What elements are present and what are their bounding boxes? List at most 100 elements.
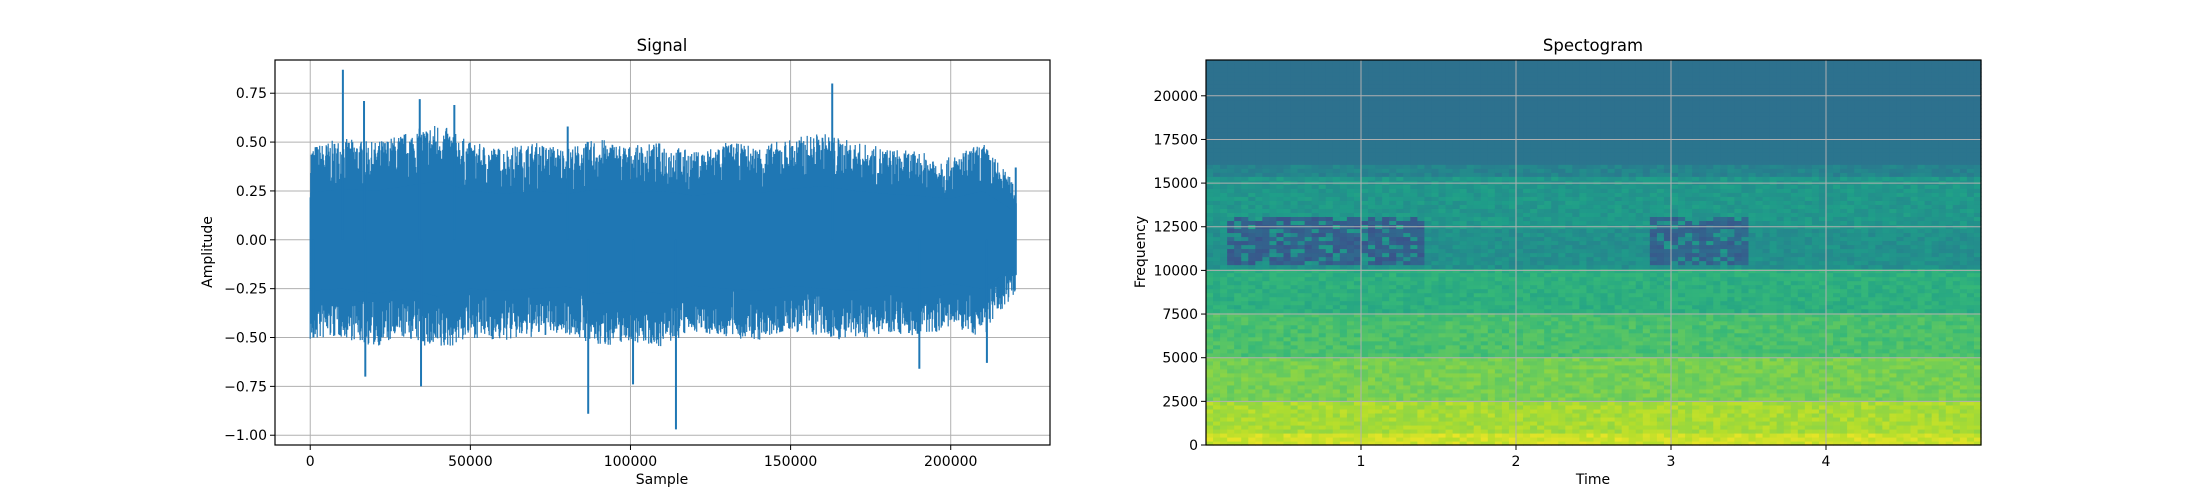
spectrogram-cell [1213, 361, 1221, 366]
spectrogram-cell [1417, 429, 1425, 434]
spectrogram-cell [1382, 108, 1390, 113]
spectrogram-cell [1326, 84, 1334, 89]
spectrogram-cell [1530, 204, 1538, 209]
spectrogram-cell [1312, 317, 1320, 322]
spectrogram-cell [1312, 76, 1320, 81]
spectrogram-cell [1213, 405, 1221, 410]
spectrogram-cell [1551, 325, 1559, 330]
spectrogram-cell [1269, 277, 1277, 282]
spectrogram-cell [1410, 148, 1418, 153]
spectrogram-cell [1220, 305, 1228, 310]
spectrogram-cell [1326, 361, 1334, 366]
spectrogram-cell [1453, 345, 1461, 350]
spectrogram-cell [1262, 156, 1270, 161]
spectrogram-cell [1298, 321, 1306, 326]
spectrogram-cell [1361, 257, 1369, 262]
spectrogram-cell [1326, 220, 1334, 225]
spectrogram-cell [1516, 72, 1524, 77]
spectrogram-cell [1276, 257, 1284, 262]
spectrogram-cell [1389, 433, 1397, 438]
spectrogram-cell [1262, 397, 1270, 402]
spectrogram-cell [1220, 301, 1228, 306]
spectrogram-cell [1298, 301, 1306, 306]
spectrogram-cell [1255, 132, 1263, 137]
spectrogram-cell [1248, 417, 1256, 422]
spectrogram-cell [1368, 140, 1376, 145]
spectrogram-cell [1227, 321, 1235, 326]
spectrogram-cell [1298, 365, 1306, 370]
spectrogram-cell [1319, 136, 1327, 141]
spectrogram-cell [1269, 168, 1277, 173]
spectrogram-cell [1544, 265, 1552, 270]
spectrogram-cell [1551, 152, 1559, 157]
spectrogram-cell [1333, 108, 1341, 113]
spectrogram-cell [1530, 421, 1538, 426]
spectrogram-cell [1481, 405, 1489, 410]
spectrogram-cell [1474, 196, 1482, 201]
spectrogram-cell [1284, 393, 1292, 398]
spectrogram-cell [1417, 349, 1425, 354]
spectrogram-cell [1389, 281, 1397, 286]
spectrogram-cell [1305, 100, 1313, 105]
spectrogram-cell [1460, 228, 1468, 233]
spectrogram-cell [1551, 116, 1559, 121]
spectrogram-cell [1262, 136, 1270, 141]
spectrogram-cell [1389, 337, 1397, 342]
spectrogram-cell [1565, 353, 1573, 358]
spectrogram-cell [1368, 349, 1376, 354]
spectrogram-cell [1481, 425, 1489, 430]
spectrogram-cell [1368, 365, 1376, 370]
spectrogram-cell [1495, 405, 1503, 410]
spectrogram-cell [1516, 297, 1524, 302]
spectrogram-cell [1248, 216, 1256, 221]
spectrogram-cell [1439, 393, 1447, 398]
spectrogram-cell [1213, 285, 1221, 290]
spectrogram-cell [1241, 188, 1249, 193]
spectrogram-cell [1544, 116, 1552, 121]
spectrogram-cell [1467, 381, 1475, 386]
spectrogram-cell [1509, 68, 1517, 73]
spectrogram-cell [1368, 100, 1376, 105]
spectrogram-cell [1389, 152, 1397, 157]
spectrogram-cell [1213, 257, 1221, 262]
spectrogram-cell [1248, 413, 1256, 418]
spectrogram-cell [1206, 112, 1214, 117]
spectrogram-cell [1206, 236, 1214, 241]
spectrogram-cell [1488, 433, 1496, 438]
spectrogram-cell [1439, 409, 1447, 414]
spectrogram-cell [1523, 253, 1531, 258]
spectrogram-cell [1319, 240, 1327, 245]
spectrogram-cell [1502, 204, 1510, 209]
spectrogram-cell [1446, 361, 1454, 366]
spectrogram-cell [1453, 68, 1461, 73]
spectrogram-cell [1431, 433, 1439, 438]
spectrogram-cell [1389, 409, 1397, 414]
spectrogram-cell [1347, 216, 1355, 221]
spectrogram-cell [1431, 257, 1439, 262]
spectrogram-cell [1417, 325, 1425, 330]
spectrogram-cell [1319, 389, 1327, 394]
spectrogram-cell [1417, 104, 1425, 109]
spectrogram-cell [1347, 417, 1355, 422]
spectrogram-cell [1565, 341, 1573, 346]
spectrogram-cell [1234, 257, 1242, 262]
spectrogram-cell [1453, 204, 1461, 209]
spectrogram-cell [1389, 341, 1397, 346]
spectrogram-cell [1319, 96, 1327, 101]
spectrogram-cell [1241, 144, 1249, 149]
spectrogram-cell [1269, 236, 1277, 241]
spectrogram-cell [1234, 289, 1242, 294]
spectrogram-cell [1262, 128, 1270, 133]
spectrogram-cell [1537, 236, 1545, 241]
spectrogram-cell [1474, 293, 1482, 298]
spectrogram-cell [1389, 333, 1397, 338]
spectrogram-cell [1291, 333, 1299, 338]
spectrogram-cell [1474, 244, 1482, 249]
spectrogram-cell [1417, 240, 1425, 245]
spectrogram-cell [1340, 301, 1348, 306]
spectrogram-cell [1424, 425, 1432, 430]
spectrogram-cell [1460, 60, 1468, 65]
spectrogram-cell [1467, 176, 1475, 181]
spectrogram-cell [1298, 261, 1306, 266]
spectrogram-cell [1319, 188, 1327, 193]
